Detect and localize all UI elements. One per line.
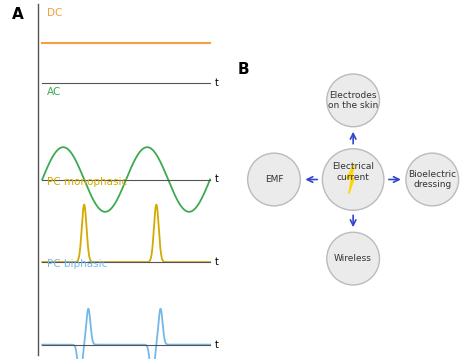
FancyArrowPatch shape bbox=[350, 134, 356, 144]
Text: Electrical
current: Electrical current bbox=[332, 162, 374, 182]
FancyArrowPatch shape bbox=[389, 177, 399, 182]
Text: t: t bbox=[214, 340, 219, 350]
FancyArrowPatch shape bbox=[307, 177, 318, 182]
Text: DC: DC bbox=[46, 8, 62, 18]
Text: A: A bbox=[12, 7, 23, 22]
Polygon shape bbox=[346, 164, 354, 194]
Text: B: B bbox=[238, 62, 249, 77]
Circle shape bbox=[406, 153, 459, 206]
Text: t: t bbox=[214, 78, 219, 88]
Text: EMF: EMF bbox=[265, 175, 283, 184]
Text: Bioelectric
dressing: Bioelectric dressing bbox=[408, 170, 456, 189]
Text: Wireless: Wireless bbox=[334, 254, 372, 263]
Text: t: t bbox=[214, 257, 219, 267]
Text: AC: AC bbox=[46, 87, 61, 97]
Text: Electrodes
on the skin: Electrodes on the skin bbox=[328, 91, 378, 110]
Circle shape bbox=[327, 74, 380, 127]
Circle shape bbox=[322, 149, 384, 210]
Text: PC monophasic: PC monophasic bbox=[46, 177, 127, 187]
Text: t: t bbox=[214, 174, 219, 185]
Text: PC biphasic: PC biphasic bbox=[46, 259, 107, 269]
Circle shape bbox=[327, 232, 380, 285]
Circle shape bbox=[247, 153, 301, 206]
FancyArrowPatch shape bbox=[350, 215, 356, 225]
